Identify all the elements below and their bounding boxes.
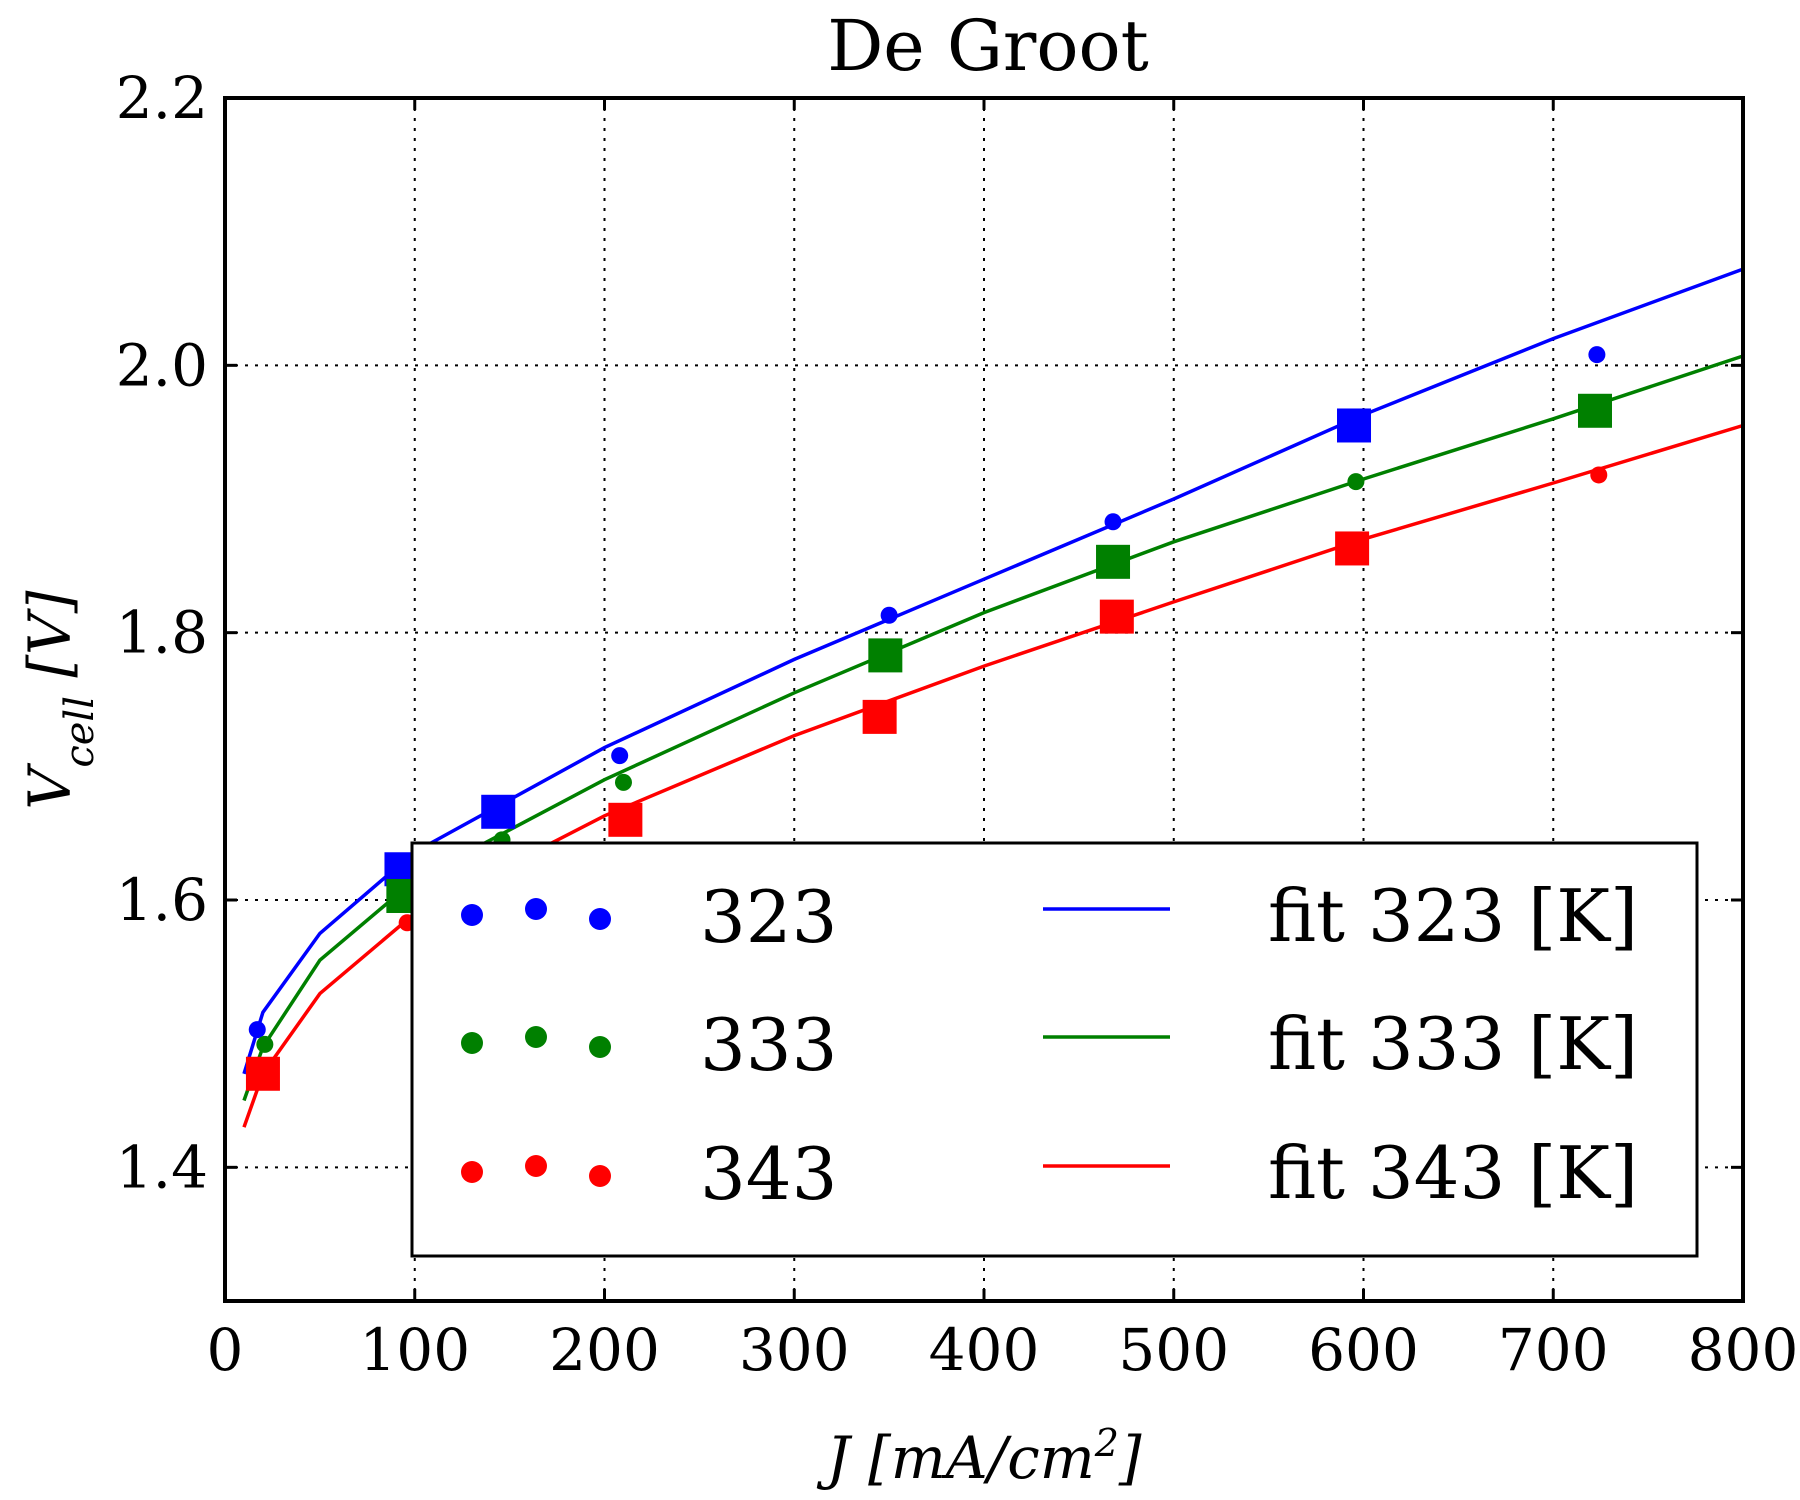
data-point-square xyxy=(245,1056,280,1091)
data-point-circle xyxy=(614,773,632,791)
x-tick-label: 500 xyxy=(1118,1316,1229,1384)
legend-label: 343 xyxy=(700,1132,837,1216)
tick-layer: 0 100 200 300 400 500 600 700 800 1.4 1.6 1.8 2.0 2.2 xyxy=(116,64,1799,1384)
legend-label: fit 343 [K] xyxy=(1268,1131,1638,1215)
y-tick-label: 2.0 xyxy=(116,331,208,399)
legend-label: 333 xyxy=(700,1003,837,1087)
legend-label: fit 333 [K] xyxy=(1268,1002,1638,1086)
data-point-square xyxy=(608,802,643,837)
legend-marker xyxy=(461,1032,483,1054)
x-tick-label: 600 xyxy=(1308,1316,1419,1384)
data-point-circle xyxy=(880,606,898,624)
legend: 323 333 343 fit 323 [K] fit 333 [K] fit 343 [… xyxy=(410,841,1699,1258)
y-tick-label: 1.4 xyxy=(116,1133,208,1201)
legend-marker xyxy=(589,1036,611,1058)
data-point-square xyxy=(1337,408,1372,443)
y-tick-label: 1.6 xyxy=(116,866,208,934)
data-point-circle xyxy=(1590,466,1608,484)
chart-title: De Groot xyxy=(827,5,1149,87)
data-point-circle xyxy=(256,1035,274,1053)
legend-marker xyxy=(589,908,611,930)
x-tick-label: 100 xyxy=(359,1316,470,1384)
x-tick-label: 400 xyxy=(929,1316,1040,1384)
y-tick-label: 2.2 xyxy=(116,64,208,132)
x-axis-label: J [mA/cm2] xyxy=(816,1421,1141,1492)
x-tick-label: 0 xyxy=(207,1316,244,1384)
legend-marker xyxy=(525,1155,547,1177)
legend-marker xyxy=(589,1165,611,1187)
data-point-square xyxy=(868,638,903,673)
x-tick-label: 700 xyxy=(1498,1316,1609,1384)
legend-label: fit 323 [K] xyxy=(1268,874,1638,958)
x-tick-label: 300 xyxy=(739,1316,850,1384)
legend-marker xyxy=(525,898,547,920)
fit-line-0 xyxy=(242,267,1744,1075)
legend-marker xyxy=(461,1161,483,1183)
x-tick-label: 800 xyxy=(1688,1316,1799,1384)
data-point-circle xyxy=(1347,473,1365,491)
y-axis-label: Vcell [V] xyxy=(16,590,103,810)
fit-line-2 xyxy=(242,423,1744,1128)
fit-layer xyxy=(242,267,1744,1128)
fit-line-1 xyxy=(242,354,1744,1102)
y-tick-label: 1.8 xyxy=(116,599,208,667)
data-point-square xyxy=(1099,599,1134,634)
legend-box xyxy=(410,841,1699,1258)
x-tick-label: 200 xyxy=(549,1316,660,1384)
legend-label: 323 xyxy=(700,875,837,959)
legend-marker xyxy=(525,1026,547,1048)
data-point-circle xyxy=(611,747,629,765)
data-point-circle xyxy=(248,1021,266,1039)
grid-layer xyxy=(225,98,1743,1301)
data-point-square xyxy=(862,699,897,734)
data-point-square xyxy=(1577,393,1612,428)
data-point-circle xyxy=(1588,346,1606,364)
data-point-square xyxy=(1335,531,1370,566)
legend-marker xyxy=(461,904,483,926)
data-point-square xyxy=(481,794,516,829)
data-point-circle xyxy=(1104,513,1122,531)
data-point-square xyxy=(1096,544,1131,579)
